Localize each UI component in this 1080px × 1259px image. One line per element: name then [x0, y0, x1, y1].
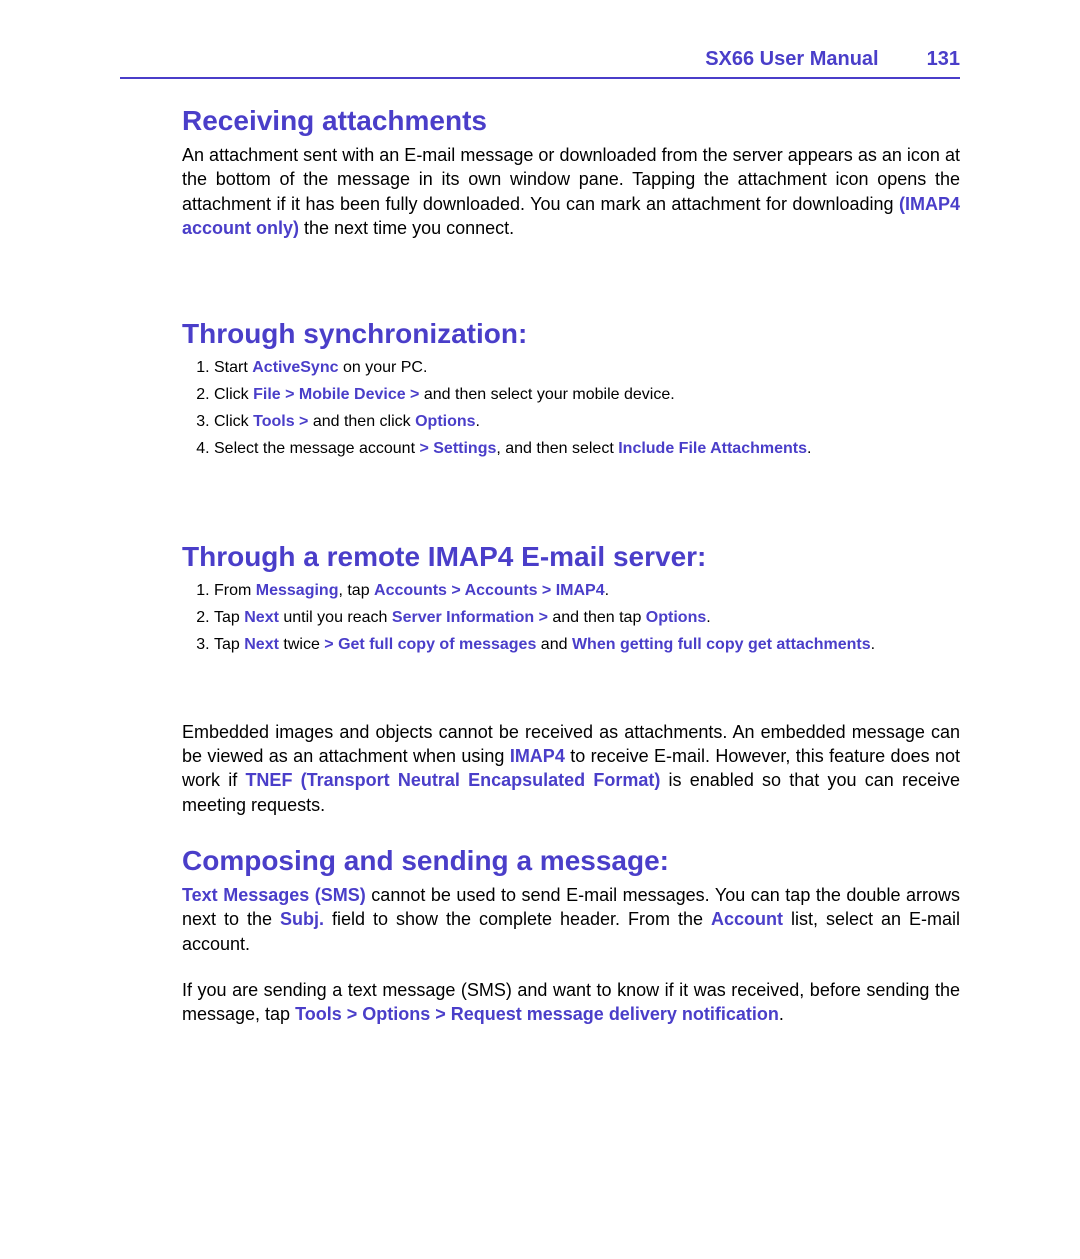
- manual-title: SX66 User Manual: [705, 48, 878, 71]
- highlight-text: IMAP4: [510, 746, 565, 766]
- body-text-run: until you reach: [279, 609, 392, 626]
- body-text-run: on your PC.: [339, 359, 428, 376]
- page-header: SX66 User Manual 131: [120, 48, 960, 79]
- highlight-text: Subj.: [280, 909, 324, 929]
- body-text-run: From: [214, 582, 256, 599]
- step-item: Tap Next until you reach Server Informat…: [214, 606, 960, 631]
- body-text-run: Click: [214, 386, 253, 403]
- highlight-text: Include File Attachments: [618, 440, 807, 457]
- body-text-run: .: [779, 1004, 784, 1024]
- body-text-run: and then click: [308, 413, 415, 430]
- body-text-run: Tap: [214, 636, 244, 653]
- body-text-run: .: [871, 636, 875, 653]
- body-text-run: , and then select: [496, 440, 618, 457]
- highlight-text: Account: [711, 909, 783, 929]
- highlight-text: File > Mobile Device >: [253, 386, 419, 403]
- body-text-run: Start: [214, 359, 252, 376]
- highlight-text: > Settings: [419, 440, 496, 457]
- body-text-run: , tap: [338, 582, 374, 599]
- highlight-text: Options: [415, 413, 475, 430]
- body-text-run: An attachment sent with an E-mail messag…: [182, 145, 960, 214]
- highlight-text: When getting full copy get attachments: [572, 636, 871, 653]
- spacer: [120, 463, 960, 541]
- body-text-run: and then tap: [548, 609, 646, 626]
- highlight-text: ActiveSync: [252, 359, 338, 376]
- step-item: Click Tools > and then click Options.: [214, 410, 960, 435]
- step-item: Click File > Mobile Device > and then se…: [214, 383, 960, 408]
- step-item: Tap Next twice > Get full copy of messag…: [214, 633, 960, 658]
- body-text-run: .: [476, 413, 480, 430]
- steps-synchronization: Start ActiveSync on your PC.Click File >…: [182, 356, 960, 461]
- heading-composing-sending: Composing and sending a message:: [120, 845, 960, 877]
- step-item: Select the message account > Settings, a…: [214, 437, 960, 462]
- heading-through-imap4: Through a remote IMAP4 E-mail server:: [120, 541, 960, 573]
- highlight-text: TNEF (Transport Neutral Encapsulated For…: [245, 770, 660, 790]
- para-receiving-attachments: An attachment sent with an E-mail messag…: [182, 143, 960, 240]
- step-item: Start ActiveSync on your PC.: [214, 356, 960, 381]
- highlight-text: Tools >: [253, 413, 308, 430]
- steps-imap4: From Messaging, tap Accounts > Accounts …: [182, 579, 960, 657]
- step-item: From Messaging, tap Accounts > Accounts …: [214, 579, 960, 604]
- spacer: [120, 817, 960, 845]
- body-text-run: field to show the complete header. From …: [324, 909, 711, 929]
- heading-through-synchronization: Through synchronization:: [120, 318, 960, 350]
- body-text-run: and: [536, 636, 572, 653]
- body-text-run: the next time you connect.: [299, 218, 514, 238]
- highlight-text: Next: [244, 636, 279, 653]
- heading-receiving-attachments: Receiving attachments: [120, 105, 960, 137]
- body-text-run: Tap: [214, 609, 244, 626]
- body-text-run: twice: [279, 636, 324, 653]
- para-imap4-note: Embedded images and objects cannot be re…: [182, 720, 960, 817]
- page-number: 131: [927, 48, 960, 71]
- highlight-text: > Get full copy of messages: [324, 636, 536, 653]
- highlight-text: Accounts > Accounts > IMAP4: [374, 582, 605, 599]
- highlight-text: Text Messages (SMS): [182, 885, 366, 905]
- manual-page: SX66 User Manual 131 Receiving attachmen…: [0, 0, 1080, 1259]
- body-text-run: Select the message account: [214, 440, 419, 457]
- body-text-run: Click: [214, 413, 253, 430]
- highlight-text: Server Information >: [392, 609, 548, 626]
- highlight-text: Tools > Options > Request message delive…: [295, 1004, 779, 1024]
- para-composing-1: Text Messages (SMS) cannot be used to se…: [182, 883, 960, 956]
- body-text-run: .: [807, 440, 811, 457]
- spacer: [120, 240, 960, 318]
- spacer: [120, 956, 960, 978]
- body-text-run: .: [706, 609, 710, 626]
- highlight-text: Next: [244, 609, 279, 626]
- highlight-text: Messaging: [256, 582, 339, 599]
- spacer: [120, 660, 960, 720]
- body-text-run: and then select your mobile device.: [419, 386, 674, 403]
- body-text-run: .: [605, 582, 609, 599]
- highlight-text: Options: [646, 609, 706, 626]
- para-composing-2: If you are sending a text message (SMS) …: [182, 978, 960, 1027]
